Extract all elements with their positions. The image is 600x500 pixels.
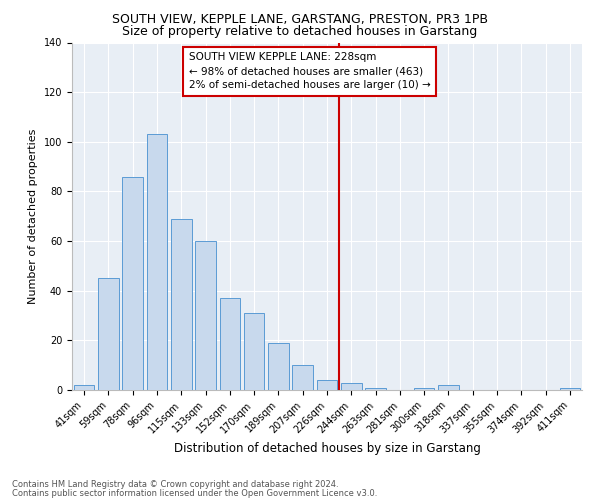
Text: Contains HM Land Registry data © Crown copyright and database right 2024.: Contains HM Land Registry data © Crown c… xyxy=(12,480,338,489)
Y-axis label: Number of detached properties: Number of detached properties xyxy=(28,128,38,304)
Bar xyxy=(268,343,289,390)
Bar xyxy=(414,388,434,390)
Text: SOUTH VIEW, KEPPLE LANE, GARSTANG, PRESTON, PR3 1PB: SOUTH VIEW, KEPPLE LANE, GARSTANG, PREST… xyxy=(112,12,488,26)
Bar xyxy=(317,380,337,390)
Bar xyxy=(438,385,459,390)
Bar xyxy=(365,388,386,390)
Bar xyxy=(122,176,143,390)
Bar xyxy=(560,388,580,390)
Bar xyxy=(195,241,216,390)
Text: Contains public sector information licensed under the Open Government Licence v3: Contains public sector information licen… xyxy=(12,488,377,498)
Bar xyxy=(171,218,191,390)
Text: SOUTH VIEW KEPPLE LANE: 228sqm
← 98% of detached houses are smaller (463)
2% of : SOUTH VIEW KEPPLE LANE: 228sqm ← 98% of … xyxy=(188,52,430,90)
Bar xyxy=(244,313,265,390)
X-axis label: Distribution of detached houses by size in Garstang: Distribution of detached houses by size … xyxy=(173,442,481,454)
Bar xyxy=(341,382,362,390)
Bar xyxy=(220,298,240,390)
Text: Size of property relative to detached houses in Garstang: Size of property relative to detached ho… xyxy=(122,25,478,38)
Bar xyxy=(98,278,119,390)
Bar xyxy=(74,385,94,390)
Bar xyxy=(292,365,313,390)
Bar xyxy=(146,134,167,390)
